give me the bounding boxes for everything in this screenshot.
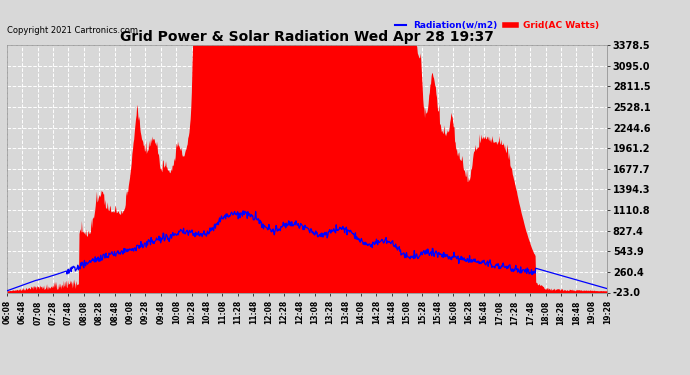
Title: Grid Power & Solar Radiation Wed Apr 28 19:37: Grid Power & Solar Radiation Wed Apr 28 … xyxy=(120,30,494,44)
Text: Copyright 2021 Cartronics.com: Copyright 2021 Cartronics.com xyxy=(7,26,138,35)
Legend: Radiation(w/m2), Grid(AC Watts): Radiation(w/m2), Grid(AC Watts) xyxy=(392,17,602,33)
